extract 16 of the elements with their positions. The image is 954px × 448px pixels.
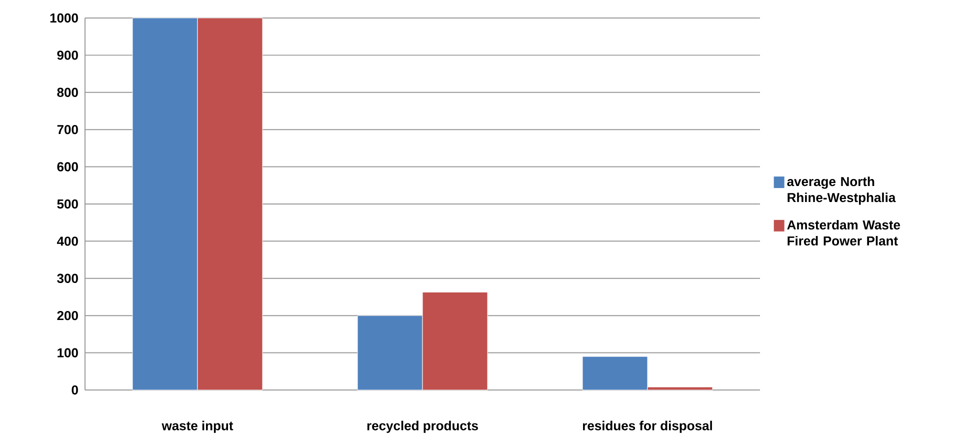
y-tick-label: 500 [57,199,78,209]
y-tick-label: 100 [58,348,78,358]
x-tick-label: waste input [162,420,234,433]
y-tick-label: 600 [57,162,78,172]
y-tick-label: 1000 [50,13,78,23]
y-tick-label: 300 [57,274,78,283]
legend-label: average North Rhine-Westphalia [787,176,896,205]
y-tick-label: 700 [57,124,78,134]
x-tick-label: recycled products [367,420,478,433]
legend-label: Amsterdam Waste Fired Power Plant [787,220,900,246]
y-tick-label: 400 [56,236,78,246]
y-tick-label: 0 [72,385,78,395]
x-tick-label: residues for disposal [582,420,712,433]
y-tick-label: 800 [57,88,78,97]
y-tick-label: 900 [57,50,78,60]
y-tick-label: 200 [57,310,78,320]
